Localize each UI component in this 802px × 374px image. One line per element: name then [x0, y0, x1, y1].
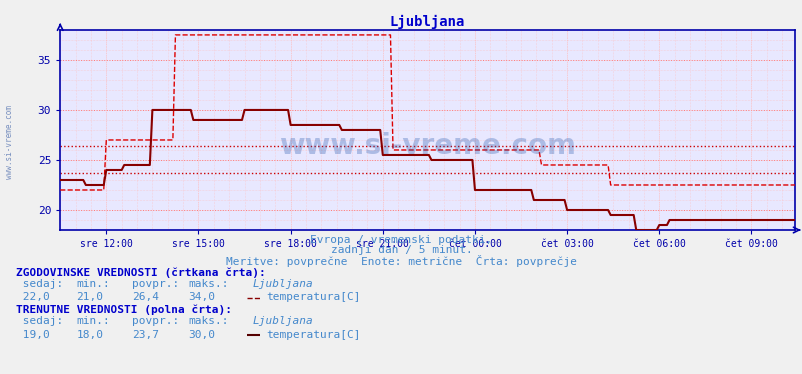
Text: ZGODOVINSKE VREDNOSTI (črtkana črta):: ZGODOVINSKE VREDNOSTI (črtkana črta):: [16, 267, 265, 278]
Text: sedaj:: sedaj:: [16, 279, 63, 289]
Text: 18,0: 18,0: [76, 330, 103, 340]
Text: Meritve: povprečne  Enote: metrične  Črta: povprečje: Meritve: povprečne Enote: metrične Črta:…: [225, 255, 577, 267]
Text: 34,0: 34,0: [188, 292, 216, 303]
Text: sedaj:: sedaj:: [16, 316, 63, 326]
Text: maks.:: maks.:: [188, 279, 229, 289]
Title: Ljubljana: Ljubljana: [390, 15, 464, 29]
Text: Evropa / vremenski podatki,: Evropa / vremenski podatki,: [310, 235, 492, 245]
Text: maks.:: maks.:: [188, 316, 229, 326]
Text: Ljubljana: Ljubljana: [253, 279, 314, 289]
Text: Ljubljana: Ljubljana: [253, 316, 314, 326]
Text: TRENUTNE VREDNOSTI (polna črta):: TRENUTNE VREDNOSTI (polna črta):: [16, 305, 232, 315]
Text: min.:: min.:: [76, 316, 110, 326]
Text: 21,0: 21,0: [76, 292, 103, 303]
Text: 19,0: 19,0: [16, 330, 50, 340]
Text: temperatura[C]: temperatura[C]: [266, 330, 361, 340]
Text: povpr.:: povpr.:: [132, 316, 180, 326]
Text: 26,4: 26,4: [132, 292, 160, 303]
Text: povpr.:: povpr.:: [132, 279, 180, 289]
Text: 23,7: 23,7: [132, 330, 160, 340]
Text: 30,0: 30,0: [188, 330, 216, 340]
Text: min.:: min.:: [76, 279, 110, 289]
Text: 22,0: 22,0: [16, 292, 50, 303]
Text: zadnji dan / 5 minut.: zadnji dan / 5 minut.: [330, 245, 472, 255]
Text: www.si-vreme.com: www.si-vreme.com: [279, 132, 575, 160]
Text: www.si-vreme.com: www.si-vreme.com: [5, 105, 14, 179]
Text: temperatura[C]: temperatura[C]: [266, 292, 361, 303]
